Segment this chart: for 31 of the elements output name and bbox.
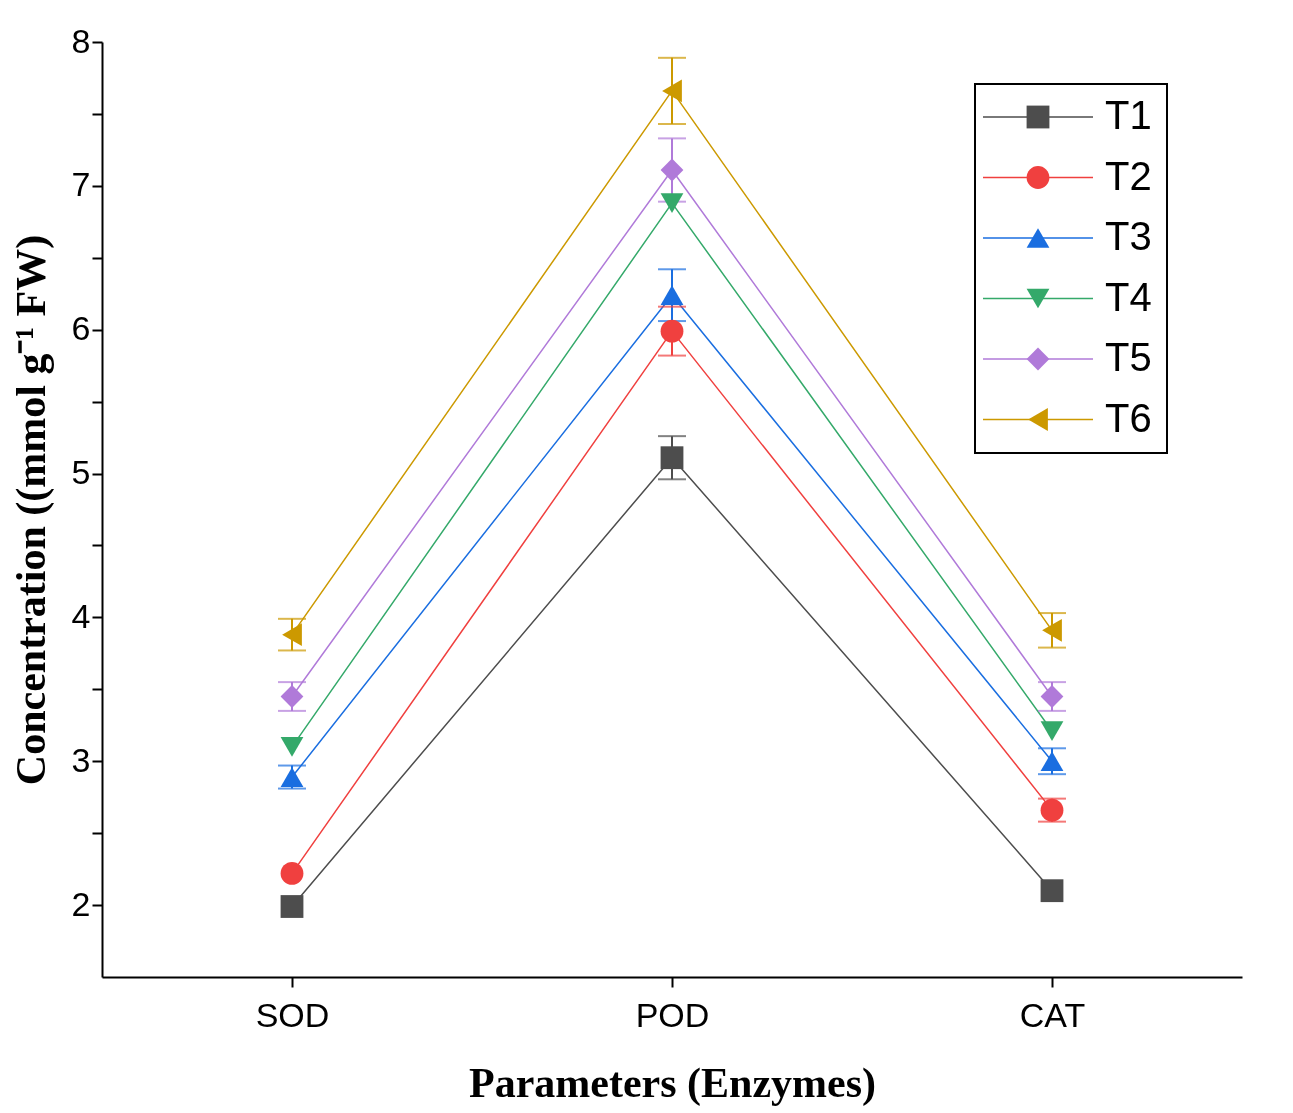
- point: [1040, 721, 1064, 741]
- legend-label: T3: [1105, 214, 1152, 258]
- point: [280, 895, 304, 918]
- y-tick-label: 3: [71, 740, 91, 779]
- legend-label: T1: [1105, 93, 1152, 137]
- x-tick-label: CAT: [1019, 995, 1086, 1034]
- x-tick-label: SOD: [255, 995, 330, 1034]
- y-tick-label: 5: [71, 453, 91, 492]
- legend-label: T2: [1105, 153, 1152, 198]
- x-axis-title: Parameters (Enzymes): [469, 1059, 876, 1107]
- x-tick-label: POD: [635, 995, 710, 1034]
- point: [660, 319, 684, 343]
- y-axis-title: Concentration ((mmol g⁻¹ FW): [7, 234, 55, 786]
- y-tick-label: 7: [71, 165, 91, 204]
- y-tick-label: 6: [71, 309, 91, 348]
- y-tick-label: 8: [71, 21, 91, 60]
- point: [660, 158, 684, 182]
- point: [280, 736, 304, 757]
- point: [662, 79, 682, 103]
- legend-label: T5: [1105, 335, 1152, 379]
- y-tick-label: 4: [71, 596, 91, 635]
- y-tick-label: 2: [71, 884, 91, 923]
- point: [282, 623, 302, 647]
- point: [1042, 618, 1062, 642]
- point: [660, 446, 684, 470]
- point: [660, 285, 684, 306]
- legend-label: T4: [1105, 274, 1152, 319]
- point: [280, 862, 304, 885]
- point: [660, 193, 684, 213]
- point: [1040, 879, 1064, 903]
- legend-label: T6: [1105, 395, 1152, 440]
